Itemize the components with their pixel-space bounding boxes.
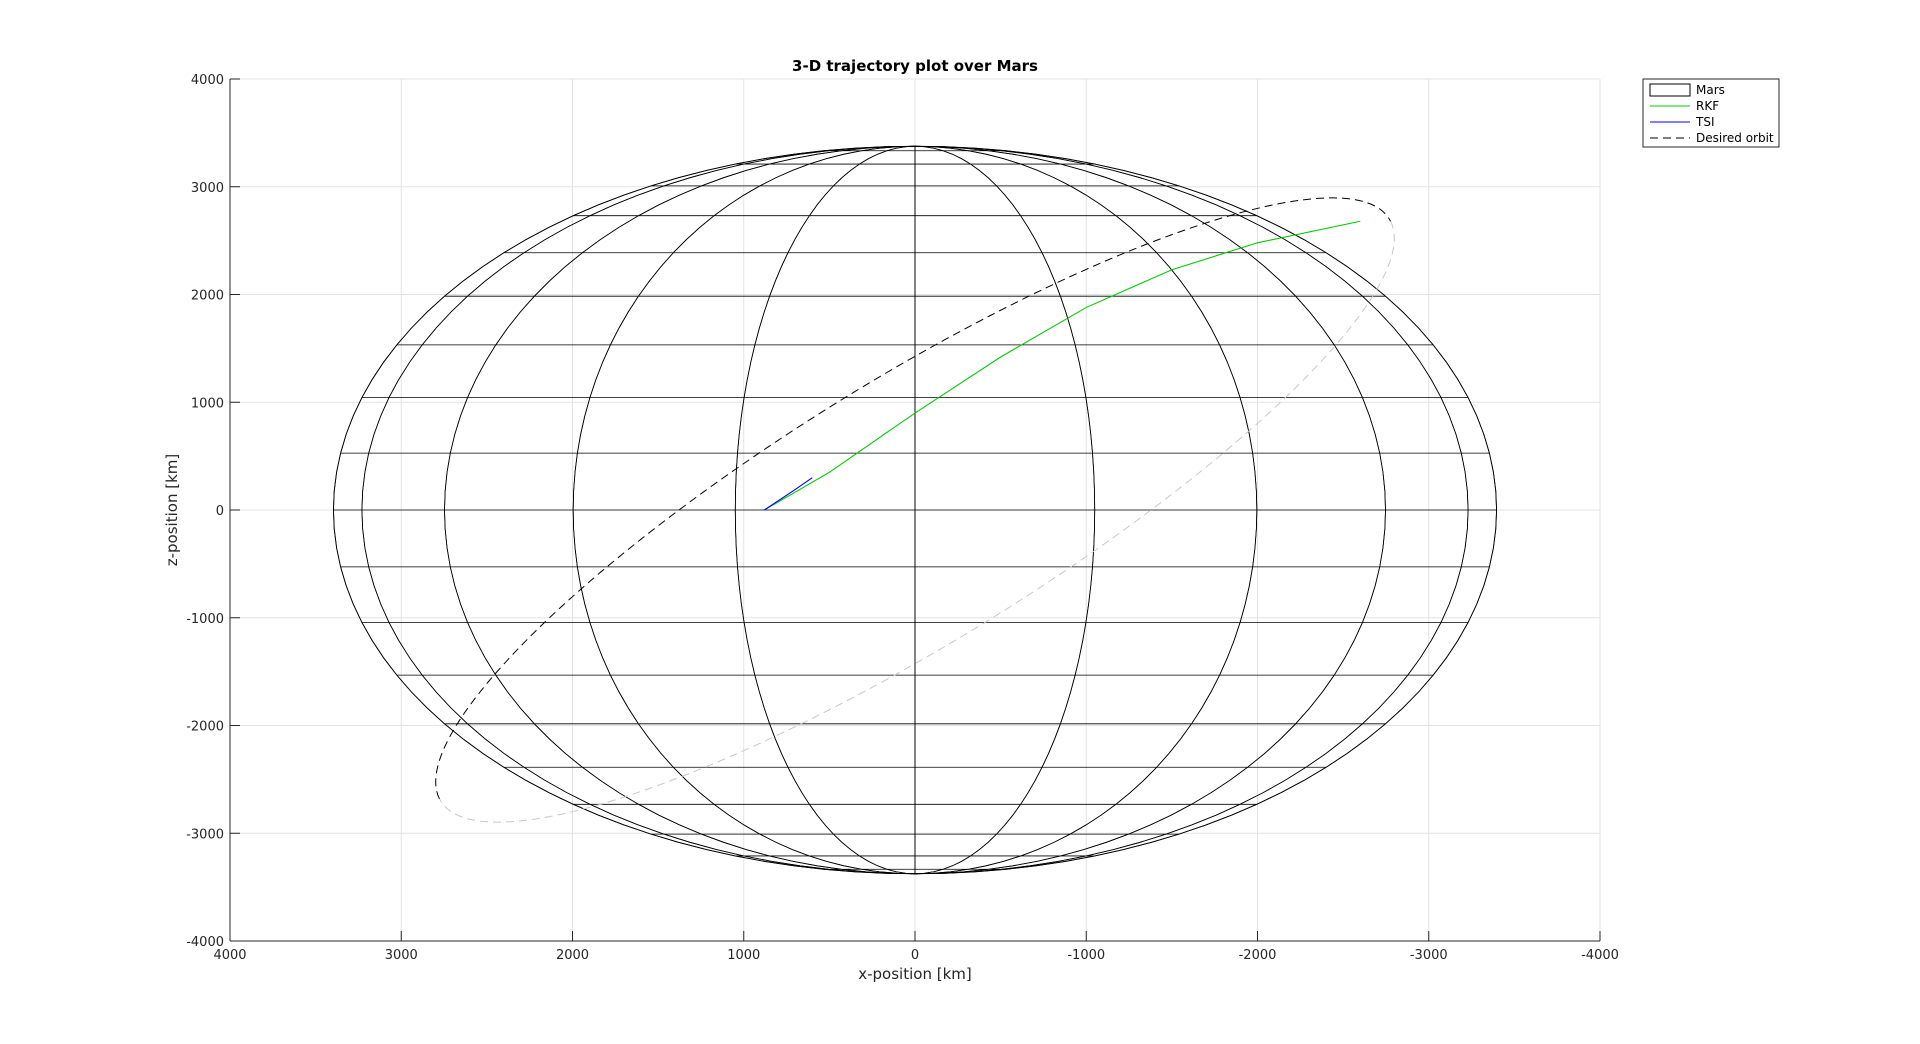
x-tick-label: 3000 <box>385 948 418 963</box>
chart-title: 3-D trajectory plot over Mars <box>792 57 1038 75</box>
y-tick-label: -3000 <box>186 827 224 842</box>
y-tick-label: 4000 <box>191 73 224 88</box>
y-tick-label: -1000 <box>186 612 224 627</box>
y-tick-label: -4000 <box>186 935 224 950</box>
y-tick-label: 3000 <box>191 181 224 196</box>
y-tick-label: 2000 <box>191 289 224 304</box>
x-tick-label: 4000 <box>213 948 246 963</box>
plot-axes: 4000 3000 2000 1000 0 -1000 -2000 -3000 -4000 40… <box>186 73 1619 963</box>
x-tick-label: 2000 <box>556 948 589 963</box>
y-tick-label: 1000 <box>191 396 224 411</box>
trajectories <box>763 220 1361 511</box>
legend-entry: Mars <box>1696 83 1725 97</box>
desired-orbit-back <box>439 221 1395 823</box>
legend-entry: TSI <box>1695 115 1715 129</box>
desired-orbit-front <box>435 197 1391 799</box>
x-tick-label: -1000 <box>1067 948 1105 963</box>
series-line-rkf <box>764 220 1361 511</box>
mars-outline <box>332 145 1498 875</box>
x-tick-label: 1000 <box>727 948 760 963</box>
y-axis-label: z-position [km] <box>163 454 181 566</box>
y-tick-labels: 4000 3000 2000 1000 0 -1000 -2000 -3000 -4000 <box>186 73 240 950</box>
y-tick-label: 0 <box>216 504 224 519</box>
x-tick-labels: 4000 3000 2000 1000 0 -1000 -2000 -3000 -4000 <box>213 931 1619 963</box>
series-line-tsi <box>763 477 813 511</box>
legend-entry: RKF <box>1696 99 1719 113</box>
x-tick-label: 0 <box>911 948 919 963</box>
legend-swatch <box>1649 83 1691 97</box>
legend: Mars RKF TSI Desired orbit <box>1642 78 1780 148</box>
x-tick-label: -4000 <box>1581 948 1619 963</box>
mars-wireframe <box>332 145 1498 875</box>
x-tick-label: -2000 <box>1239 948 1277 963</box>
legend-entry: Desired orbit <box>1696 131 1774 145</box>
x-tick-label: -3000 <box>1410 948 1448 963</box>
x-axis-label: x-position [km] <box>858 965 971 983</box>
y-tick-label: -2000 <box>186 720 224 735</box>
desired-orbit <box>435 197 1395 823</box>
